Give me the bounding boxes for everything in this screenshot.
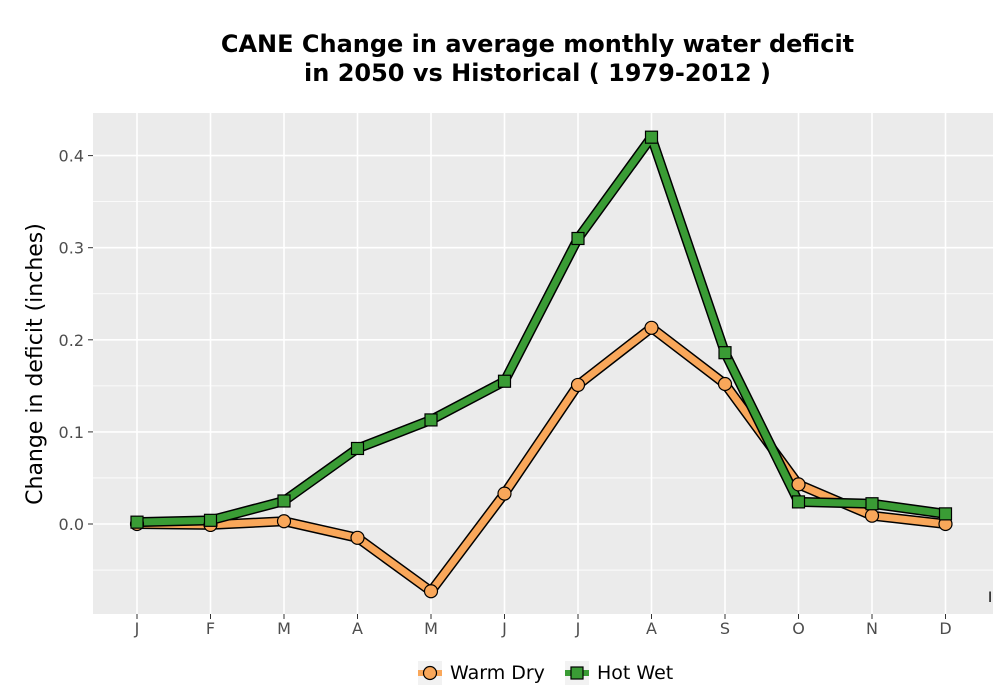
data-point-hot-wet bbox=[938, 507, 953, 521]
x-tick-label: M bbox=[277, 619, 291, 638]
data-point-hot-wet bbox=[644, 130, 659, 144]
legend-label-warm-dry: Warm Dry bbox=[450, 662, 545, 684]
series-line-warm-dry bbox=[133, 324, 949, 595]
y-tick-label: 0.3 bbox=[59, 239, 84, 258]
legend-key-hot-wet bbox=[565, 661, 589, 685]
data-point-warm-dry bbox=[276, 514, 292, 529]
legend-key-warm-dry bbox=[418, 661, 442, 685]
data-point-hot-wet bbox=[130, 515, 144, 529]
legend-item-hot-wet: Hot Wet bbox=[565, 658, 673, 688]
data-point-hot-wet bbox=[718, 346, 732, 360]
chart-title-line-2: in 2050 vs Historical ( 1979-2012 ) bbox=[304, 59, 771, 87]
legend: Warm Dry Hot Wet bbox=[0, 658, 1000, 688]
x-tick-label: J bbox=[575, 619, 581, 638]
data-point-warm-dry bbox=[717, 376, 733, 392]
data-point-warm-dry bbox=[644, 320, 659, 335]
series-line-hot-wet bbox=[133, 133, 949, 526]
data-point-warm-dry bbox=[791, 477, 806, 492]
x-tick-label: N bbox=[866, 619, 878, 638]
data-point-warm-dry bbox=[570, 377, 586, 393]
y-tick-label: 0.0 bbox=[59, 515, 84, 534]
data-point-hot-wet bbox=[497, 374, 512, 388]
series-layer bbox=[129, 130, 953, 599]
y-axis-label: Change in deficit (inches) bbox=[23, 223, 48, 505]
data-point-hot-wet bbox=[203, 513, 218, 527]
x-tick-label: O bbox=[792, 619, 805, 638]
plot-panel bbox=[93, 113, 993, 614]
x-tick-label: M bbox=[424, 619, 438, 638]
data-point-hot-wet bbox=[865, 497, 879, 511]
stray-mark: I bbox=[988, 590, 992, 606]
x-tick-label: D bbox=[939, 619, 951, 638]
legend-item-warm-dry: Warm Dry bbox=[418, 658, 545, 688]
data-point-hot-wet bbox=[791, 495, 806, 509]
x-tick-label: A bbox=[352, 619, 363, 638]
data-point-hot-wet bbox=[350, 441, 365, 456]
x-tick-label: S bbox=[720, 619, 730, 638]
y-tick-label: 0.2 bbox=[59, 331, 84, 350]
y-tick-label: 0.1 bbox=[59, 423, 84, 442]
chart-title: CANE Change in average monthly water def… bbox=[0, 30, 1000, 88]
data-point-warm-dry bbox=[864, 508, 880, 523]
chart-title-line-1: CANE Change in average monthly water def… bbox=[220, 30, 855, 58]
legend-label-hot-wet: Hot Wet bbox=[597, 662, 674, 684]
axis-layer: 0.0 0.1 0.2 0.3 0.4 J F M A M J J A S O N D bbox=[59, 147, 952, 638]
x-tick-label: A bbox=[646, 619, 657, 638]
data-point-hot-wet bbox=[424, 413, 438, 427]
data-point-warm-dry bbox=[423, 584, 439, 599]
data-point-warm-dry bbox=[350, 530, 365, 545]
x-tick-label: J bbox=[134, 619, 140, 638]
y-tick-label: 0.4 bbox=[59, 147, 84, 166]
data-point-warm-dry bbox=[497, 486, 512, 501]
data-point-hot-wet bbox=[277, 494, 291, 508]
data-point-hot-wet bbox=[571, 231, 585, 246]
x-tick-label: F bbox=[206, 619, 215, 638]
x-tick-label: J bbox=[501, 619, 507, 638]
